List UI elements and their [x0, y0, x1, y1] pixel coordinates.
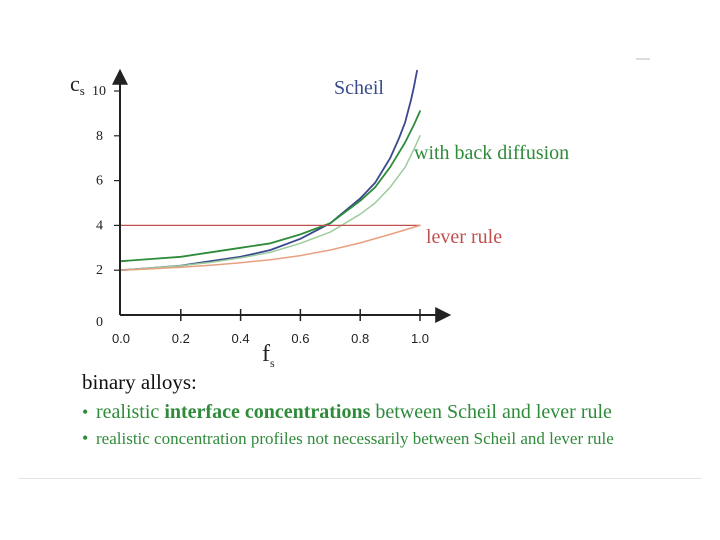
- y-tick-label: 8: [96, 129, 103, 144]
- bullet-1-text: realistic interface concentrations betwe…: [96, 401, 612, 424]
- y-tick-label: 2: [96, 263, 103, 278]
- bottom-divider: [18, 478, 702, 479]
- y-tick-label: 0: [96, 315, 103, 330]
- bullet-marker: •: [82, 428, 89, 448]
- x-tick-label: 0.2: [172, 331, 190, 346]
- series-back-diffusion-light: [120, 135, 421, 271]
- series-lever-rule-curve: [120, 224, 421, 271]
- y-tick-label: 4: [96, 218, 103, 233]
- x-tick-label: 1.0: [411, 331, 429, 346]
- notes-heading: binary alloys:: [82, 370, 197, 394]
- y-tick-label: 10: [92, 84, 106, 99]
- corner-mark: [636, 58, 650, 60]
- bullet-interface-concentrations: • realistic interface concentrations bet…: [82, 401, 702, 424]
- bullet-1-bold: interface concentrations: [164, 401, 371, 423]
- y-tick-label: 6: [96, 174, 103, 189]
- bullet-marker: •: [82, 402, 89, 422]
- x-tick-label: 0.6: [291, 331, 309, 346]
- series-with-back-diffusion: [120, 110, 421, 263]
- series-scheil: [120, 69, 418, 272]
- bullet-2-text: realistic concentration profiles not nec…: [96, 429, 614, 448]
- lever-rule-label: lever rule: [426, 226, 502, 248]
- scheil-label: Scheil: [334, 77, 384, 99]
- y-axis-label: cs: [70, 71, 85, 98]
- notes: binary alloys: • realistic interface con…: [82, 370, 702, 453]
- bullet-1-pre: realistic: [96, 401, 165, 423]
- bullet-1-post: between Scheil and lever rule: [370, 401, 612, 423]
- x-tick-label: 0.4: [232, 331, 250, 346]
- concentration-chart: 0.0 0.2 0.4 0.6 0.8 1.0 0 2 4 6 8 10 cs fs Scheil w…: [70, 68, 569, 370]
- back-diffusion-label: with back diffusion: [414, 142, 569, 164]
- x-tick-label: 0.0: [112, 331, 130, 346]
- x-tick-label: 0.8: [351, 331, 369, 346]
- x-axis-label: fs: [262, 341, 275, 370]
- bullet-concentration-profiles: • realistic concentration profiles not n…: [82, 428, 702, 449]
